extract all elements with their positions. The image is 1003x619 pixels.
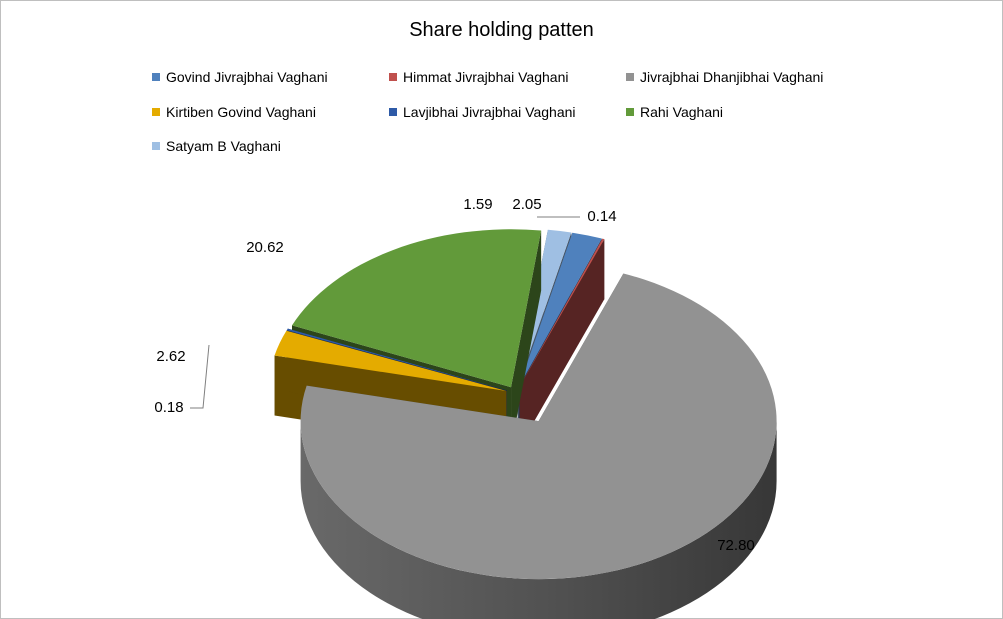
legend-item: Kirtiben Govind Vaghani <box>152 104 316 122</box>
leader-line <box>190 344 210 409</box>
legend-item: Lavjibhai Jivrajbhai Vaghani <box>389 104 576 122</box>
legend-swatch <box>389 108 397 116</box>
legend-swatch <box>626 108 634 116</box>
pie-slice-top <box>519 238 605 387</box>
legend-item: Jivrajbhai Dhanjibhai Vaghani <box>626 69 823 87</box>
data-label: 0.18 <box>154 399 183 416</box>
legend-label: Jivrajbhai Dhanjibhai Vaghani <box>640 69 824 85</box>
data-label: 0.14 <box>587 208 616 225</box>
legend-label: Govind Jivrajbhai Vaghani <box>166 69 328 85</box>
legend-item: Himmat Jivrajbhai Vaghani <box>389 69 568 87</box>
chart-title: Share holding patten <box>409 19 594 41</box>
legend-swatch <box>389 73 397 81</box>
data-label: 20.62 <box>246 239 284 256</box>
legend-item: Satyam B Vaghani <box>152 138 281 156</box>
legend-item: Rahi Vaghani <box>626 104 723 122</box>
pie-slice-top <box>300 273 777 580</box>
legend-item: Govind Jivrajbhai Vaghani <box>152 69 328 87</box>
legend-swatch <box>152 73 160 81</box>
legend-label: Himmat Jivrajbhai Vaghani <box>403 69 569 85</box>
pie-slice-wall <box>511 230 542 448</box>
legend-label: Satyam B Vaghani <box>166 138 281 154</box>
legend-label: Lavjibhai Jivrajbhai Vaghani <box>403 104 576 120</box>
data-label: 2.05 <box>512 196 541 213</box>
legend-swatch <box>626 73 634 81</box>
data-label: 1.59 <box>463 196 492 213</box>
pie-slice <box>300 273 777 619</box>
pie-slice-top <box>292 229 542 388</box>
legend-label: Kirtiben Govind Vaghani <box>166 104 316 120</box>
legend-swatch <box>152 108 160 116</box>
pie-slice-top <box>518 232 602 387</box>
pie-slice-top <box>274 330 507 391</box>
legend-label: Rahi Vaghani <box>640 104 724 120</box>
pie-slice-top <box>286 328 507 391</box>
pie-slice-wall <box>519 239 605 447</box>
data-label: 72.80 <box>717 537 755 554</box>
pie-slice-side <box>300 421 777 619</box>
pie-slice-top <box>517 229 572 387</box>
legend-swatch <box>152 142 160 150</box>
data-label: 2.62 <box>156 348 185 365</box>
pie-slice <box>519 238 605 447</box>
